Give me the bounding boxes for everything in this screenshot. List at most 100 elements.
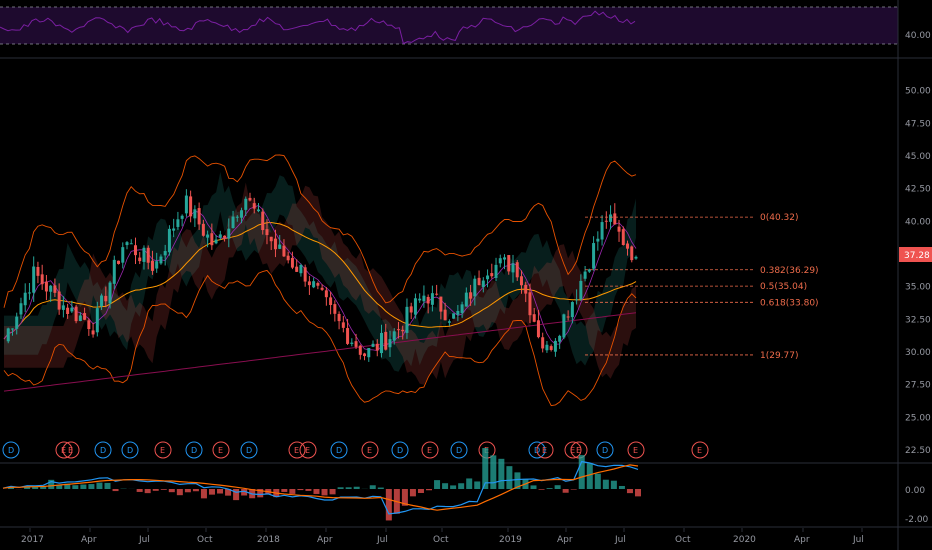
earnings-dividend-events[interactable]: DEEDDEDEDEEDEDEDEDEEEDEE	[2, 441, 709, 459]
candle[interactable]	[604, 211, 608, 229]
candle[interactable]	[350, 338, 354, 347]
candle[interactable]	[100, 293, 104, 310]
candle[interactable]	[515, 260, 519, 281]
candle[interactable]	[27, 282, 31, 300]
candle[interactable]	[66, 303, 70, 319]
candle[interactable]	[278, 235, 282, 250]
candle[interactable]	[189, 190, 193, 223]
candle[interactable]	[197, 202, 201, 230]
candle[interactable]	[53, 278, 57, 297]
event-marker[interactable]: E	[154, 441, 172, 459]
candle[interactable]	[299, 263, 303, 277]
candle[interactable]	[91, 322, 95, 338]
candle[interactable]	[545, 340, 549, 353]
candle[interactable]	[108, 280, 112, 309]
candle[interactable]	[486, 269, 490, 288]
candle[interactable]	[138, 251, 142, 265]
candle[interactable]	[575, 289, 579, 305]
candle[interactable]	[621, 226, 625, 246]
candle[interactable]	[473, 275, 477, 306]
candle[interactable]	[36, 261, 40, 284]
candle[interactable]	[630, 245, 634, 263]
candle[interactable]	[218, 230, 222, 241]
candle[interactable]	[503, 254, 507, 270]
candle[interactable]	[167, 225, 171, 256]
event-marker[interactable]: D	[121, 441, 139, 459]
candle[interactable]	[159, 254, 163, 265]
candle[interactable]	[553, 338, 557, 357]
candle[interactable]	[460, 301, 464, 318]
candle[interactable]	[579, 274, 583, 301]
candle[interactable]	[15, 312, 19, 335]
candle[interactable]	[337, 311, 341, 330]
candle[interactable]	[519, 270, 523, 294]
candle[interactable]	[358, 344, 362, 360]
candle[interactable]	[592, 236, 596, 271]
candle[interactable]	[307, 275, 311, 295]
candle[interactable]	[528, 283, 532, 323]
candle[interactable]	[566, 310, 570, 321]
candle[interactable]	[235, 215, 239, 222]
event-marker[interactable]: D	[596, 441, 614, 459]
event-marker[interactable]: E	[627, 441, 645, 459]
candle[interactable]	[201, 219, 205, 237]
price-panel[interactable]: 0(40.32) 0.382(36.29) 0.5(35.04) 0.618(33.8…	[3, 87, 932, 456]
event-marker[interactable]: E	[361, 441, 379, 459]
candle[interactable]	[481, 277, 485, 293]
candle[interactable]	[155, 252, 159, 273]
candle[interactable]	[346, 319, 350, 346]
candle[interactable]	[396, 321, 400, 339]
candle[interactable]	[498, 254, 502, 268]
candle[interactable]	[511, 254, 515, 283]
candle[interactable]	[44, 274, 48, 301]
candle[interactable]	[388, 330, 392, 357]
candle[interactable]	[507, 255, 511, 275]
candle[interactable]	[443, 302, 447, 321]
candlesticks[interactable]	[6, 189, 638, 362]
candle[interactable]	[532, 307, 536, 323]
candle[interactable]	[375, 339, 379, 357]
candle[interactable]	[265, 219, 269, 245]
candle[interactable]	[324, 287, 328, 306]
candle[interactable]	[206, 230, 210, 248]
candle[interactable]	[469, 284, 473, 306]
candle[interactable]	[384, 323, 388, 351]
event-marker[interactable]: D	[94, 441, 112, 459]
candle[interactable]	[104, 286, 108, 308]
candle[interactable]	[456, 305, 460, 322]
candle[interactable]	[541, 332, 545, 353]
event-marker[interactable]: E	[299, 441, 317, 459]
candle[interactable]	[184, 189, 188, 217]
candle[interactable]	[494, 257, 498, 282]
candle[interactable]	[214, 234, 218, 245]
candle[interactable]	[180, 214, 184, 227]
candle[interactable]	[133, 237, 137, 265]
event-marker[interactable]: E	[691, 441, 709, 459]
candle[interactable]	[613, 203, 617, 225]
candle[interactable]	[261, 208, 265, 235]
candle[interactable]	[172, 218, 176, 238]
candle[interactable]	[490, 263, 494, 279]
candle[interactable]	[142, 245, 146, 270]
candle[interactable]	[354, 333, 358, 349]
candle[interactable]	[401, 325, 405, 340]
candle[interactable]	[333, 300, 337, 322]
event-marker[interactable]: D	[2, 441, 20, 459]
candle[interactable]	[430, 285, 434, 312]
event-marker[interactable]: E	[564, 441, 582, 459]
candle[interactable]	[10, 328, 14, 336]
candle[interactable]	[40, 264, 44, 290]
candle[interactable]	[125, 241, 129, 250]
event-marker[interactable]: D	[330, 441, 348, 459]
candle[interactable]	[320, 284, 324, 291]
candle[interactable]	[587, 268, 591, 273]
candle[interactable]	[477, 270, 481, 286]
candle[interactable]	[634, 255, 638, 260]
candle[interactable]	[23, 283, 27, 313]
candle[interactable]	[413, 293, 417, 319]
candle[interactable]	[282, 239, 286, 258]
candle[interactable]	[57, 283, 61, 315]
candle[interactable]	[32, 256, 36, 302]
candle[interactable]	[405, 298, 409, 339]
